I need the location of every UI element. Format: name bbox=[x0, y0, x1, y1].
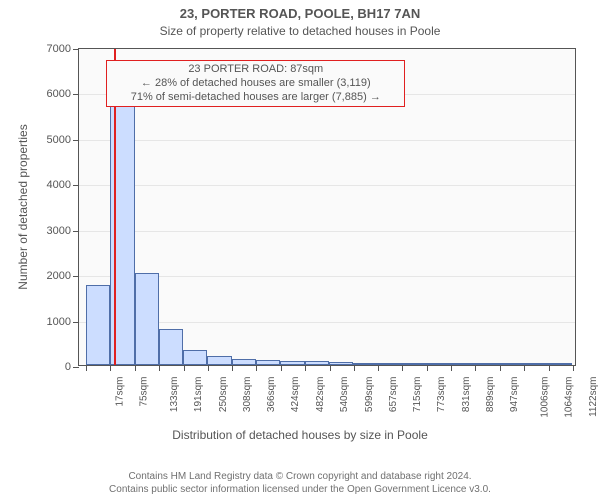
x-tick-label: 1064sqm bbox=[564, 377, 575, 418]
x-tick-label: 599sqm bbox=[364, 377, 375, 413]
x-tick-label: 133sqm bbox=[169, 377, 180, 413]
x-tick-mark bbox=[475, 365, 476, 371]
x-tick-label: 889sqm bbox=[485, 377, 496, 413]
chart-title: 23, PORTER ROAD, POOLE, BH17 7AN bbox=[0, 6, 600, 21]
histogram-bar bbox=[183, 350, 207, 365]
x-tick-mark bbox=[208, 365, 209, 371]
grid-line bbox=[79, 185, 575, 186]
x-axis-title: Distribution of detached houses by size … bbox=[0, 428, 600, 442]
y-tick-label: 1000 bbox=[47, 316, 79, 328]
y-tick-label: 4000 bbox=[47, 179, 79, 191]
credits-line-1: Contains HM Land Registry data © Crown c… bbox=[0, 470, 600, 483]
x-tick-mark bbox=[354, 365, 355, 371]
x-tick-label: 424sqm bbox=[291, 377, 302, 413]
x-tick-label: 831sqm bbox=[461, 377, 472, 413]
histogram-bar bbox=[450, 363, 474, 365]
y-tick-label: 6000 bbox=[47, 88, 79, 100]
histogram-bar bbox=[280, 361, 304, 365]
histogram-bar bbox=[207, 356, 231, 365]
x-tick-mark bbox=[110, 365, 111, 371]
histogram-bar bbox=[232, 359, 256, 365]
x-tick-label: 482sqm bbox=[315, 377, 326, 413]
x-tick-label: 191sqm bbox=[193, 377, 204, 413]
x-tick-mark bbox=[135, 365, 136, 371]
annotation-line: 23 PORTER ROAD: 87sqm bbox=[113, 63, 398, 77]
x-tick-mark bbox=[402, 365, 403, 371]
histogram-bar bbox=[377, 363, 401, 365]
y-tick-label: 3000 bbox=[47, 225, 79, 237]
x-tick-label: 308sqm bbox=[242, 377, 253, 413]
x-tick-label: 75sqm bbox=[139, 377, 150, 407]
histogram-bar bbox=[305, 361, 329, 365]
x-tick-label: 540sqm bbox=[339, 377, 350, 413]
histogram-bar bbox=[499, 363, 523, 365]
x-tick-mark bbox=[524, 365, 525, 371]
x-tick-mark bbox=[305, 365, 306, 371]
histogram-bar bbox=[402, 363, 426, 365]
x-tick-mark bbox=[330, 365, 331, 371]
x-tick-label: 715sqm bbox=[412, 377, 423, 413]
annotation-line: ← 28% of detached houses are smaller (3,… bbox=[113, 77, 398, 91]
x-tick-mark bbox=[378, 365, 379, 371]
x-tick-label: 250sqm bbox=[218, 377, 229, 413]
x-tick-mark bbox=[184, 365, 185, 371]
x-tick-label: 366sqm bbox=[266, 377, 277, 413]
x-tick-mark bbox=[159, 365, 160, 371]
histogram-bar bbox=[547, 363, 571, 365]
x-tick-label: 1122sqm bbox=[587, 377, 598, 417]
annotation-box: 23 PORTER ROAD: 87sqm← 28% of detached h… bbox=[106, 60, 405, 107]
y-tick-label: 2000 bbox=[47, 270, 79, 282]
histogram-bar bbox=[426, 363, 450, 365]
x-tick-mark bbox=[451, 365, 452, 371]
x-tick-label: 947sqm bbox=[509, 377, 520, 413]
chart-subtitle: Size of property relative to detached ho… bbox=[0, 24, 600, 38]
histogram-bar bbox=[86, 285, 110, 365]
x-tick-label: 1006sqm bbox=[540, 377, 551, 418]
y-tick-label: 0 bbox=[65, 361, 79, 373]
x-tick-mark bbox=[500, 365, 501, 371]
y-axis-title: Number of detached properties bbox=[16, 124, 30, 289]
x-tick-mark bbox=[549, 365, 550, 371]
x-tick-mark bbox=[86, 365, 87, 371]
annotation-line: 71% of semi-detached houses are larger (… bbox=[113, 91, 398, 105]
x-tick-mark bbox=[573, 365, 574, 371]
plot-area: 0100020003000400050006000700017sqm75sqm1… bbox=[78, 48, 576, 366]
chart-container: { "title": { "text": "23, PORTER ROAD, P… bbox=[0, 0, 600, 500]
credits-line-2: Contains public sector information licen… bbox=[0, 483, 600, 496]
y-tick-label: 7000 bbox=[47, 43, 79, 55]
y-tick-label: 5000 bbox=[47, 134, 79, 146]
grid-line bbox=[79, 231, 575, 232]
histogram-bar bbox=[474, 363, 498, 365]
histogram-bar bbox=[353, 363, 377, 365]
x-tick-mark bbox=[232, 365, 233, 371]
credits: Contains HM Land Registry data © Crown c… bbox=[0, 470, 600, 496]
histogram-bar bbox=[135, 273, 159, 365]
x-tick-label: 17sqm bbox=[115, 377, 126, 407]
x-tick-label: 657sqm bbox=[388, 377, 399, 413]
grid-line bbox=[79, 140, 575, 141]
histogram-bar bbox=[256, 360, 280, 365]
histogram-bar bbox=[159, 329, 183, 365]
histogram-bar bbox=[329, 362, 353, 365]
x-tick-mark bbox=[256, 365, 257, 371]
x-tick-mark bbox=[427, 365, 428, 371]
x-tick-mark bbox=[281, 365, 282, 371]
histogram-bar bbox=[523, 363, 547, 365]
x-tick-label: 773sqm bbox=[437, 377, 448, 413]
